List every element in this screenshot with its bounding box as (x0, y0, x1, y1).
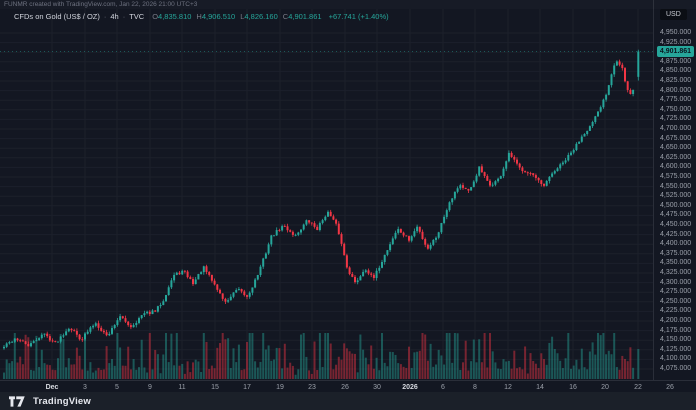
tradingview-logo-icon[interactable] (9, 395, 26, 407)
time-tick-label: 8 (473, 384, 477, 391)
time-tick-label: 6 (441, 384, 445, 391)
interval-label[interactable]: 4h (110, 12, 119, 21)
price-tick-label: 4,450.000 (660, 221, 692, 228)
price-tick-label: 4,800.000 (660, 86, 692, 94)
price-tick-label: 4,425.000 (660, 230, 692, 238)
price-tick-label: 4,775.000 (660, 96, 692, 104)
price-tick-label: 4,400.000 (660, 240, 692, 248)
price-axis[interactable]: USD 4,075.000 4,100.000 4,125.000 4,150.000… (653, 0, 696, 380)
candlestick-layer (3, 49, 640, 350)
grid-layer (0, 9, 653, 379)
brand-bar: TradingView (0, 392, 696, 410)
price-tick-label: 4,675.000 (660, 134, 692, 142)
symbol-legend[interactable]: CFDs on Gold (US$ / OZ) · 4h · TVC O4,83… (14, 12, 389, 21)
time-tick-label: 26 (341, 384, 349, 391)
currency-unit-button[interactable]: USD (660, 9, 687, 20)
attribution-text: FUNMR created with TradingView.com, Jan … (4, 1, 198, 8)
price-tick-label: 4,225.000 (660, 307, 692, 315)
open-value: O4,835.810 (152, 12, 192, 21)
price-tick-label: 4,600.000 (660, 163, 692, 171)
price-tick-label: 4,325.000 (660, 269, 692, 276)
price-tick-label: 4,300.000 (660, 278, 692, 286)
exchange-label: TVC (129, 12, 145, 21)
price-tick-label: 4,250.000 (660, 297, 692, 305)
time-tick-label: 9 (148, 384, 152, 391)
time-tick-label: 23 (308, 384, 316, 391)
time-tick-label: 2026 (402, 384, 418, 391)
last-price-badge[interactable]: 4,901.861 (657, 45, 694, 57)
volume-bars-layer (3, 333, 640, 379)
attribution-bar: FUNMR created with TradingView.com, Jan … (0, 0, 696, 9)
price-tick-label: 4,475.000 (660, 211, 692, 219)
price-tick-label: 4,875.000 (660, 57, 692, 65)
price-tick-label: 4,275.000 (660, 288, 692, 296)
price-tick-label: 4,700.000 (660, 125, 692, 132)
time-tick-label: 5 (115, 384, 119, 391)
price-tick-label: 4,200.000 (660, 317, 692, 324)
time-tick-label: 12 (504, 384, 512, 391)
time-tick-label: 11 (178, 384, 186, 391)
price-tick-label: 4,150.000 (660, 336, 692, 344)
time-tick-label: 26 (666, 384, 674, 391)
time-tick-label: 3 (83, 384, 87, 391)
price-tick-label: 4,550.000 (660, 182, 692, 190)
close-value: C4,901.861 (282, 12, 322, 21)
price-tick-label: 4,375.000 (660, 249, 692, 257)
price-tick-label: 4,650.000 (660, 144, 692, 152)
price-tick-label: 4,175.000 (660, 326, 692, 334)
ohlc-values: O4,835.810 H4,906.510 L4,826.160 C4,901.… (152, 12, 388, 21)
time-tick-label: 22 (634, 384, 642, 391)
price-tick-label: 4,825.000 (660, 77, 692, 84)
time-tick-label: 19 (276, 384, 284, 391)
low-value: L4,826.160 (240, 12, 278, 21)
price-tick-label: 4,850.000 (660, 67, 692, 75)
price-tick-label: 4,625.000 (660, 153, 692, 161)
time-tick-label: Dec (45, 384, 59, 391)
legend-separator: · (122, 12, 126, 21)
price-tick-label: 4,100.000 (660, 355, 692, 363)
time-tick-label: 20 (601, 384, 609, 391)
time-tick-label: 17 (243, 384, 251, 391)
price-tick-label: 4,750.000 (660, 105, 692, 113)
price-tick-label: 4,500.000 (660, 201, 692, 209)
brand-name[interactable]: TradingView (33, 395, 91, 407)
time-tick-label: 14 (536, 384, 544, 391)
price-tick-label: 4,925.000 (660, 38, 692, 46)
price-tick-label: 4,125.000 (660, 345, 692, 353)
time-tick-label: 30 (373, 384, 381, 391)
price-tick-label: 4,525.000 (660, 192, 692, 200)
change-value: +67.741 (+1.40%) (328, 12, 389, 21)
time-tick-label: 16 (569, 384, 577, 391)
time-axis[interactable]: Dec 3 5 9 11 15 17 19 23 26 30 2026 6 8 12 14 16 20 22 26 (0, 380, 696, 393)
price-tick-label: 4,575.000 (660, 173, 692, 180)
price-tick-label: 4,075.000 (660, 365, 692, 372)
price-tick-label: 4,725.000 (660, 115, 692, 123)
legend-separator: · (103, 12, 107, 21)
high-value: H4,906.510 (196, 12, 236, 21)
price-tick-label: 4,350.000 (660, 259, 692, 267)
price-tick-label: 4,950.000 (660, 29, 692, 36)
symbol-title[interactable]: CFDs on Gold (US$ / OZ) (14, 12, 100, 21)
time-tick-label: 15 (211, 384, 219, 391)
